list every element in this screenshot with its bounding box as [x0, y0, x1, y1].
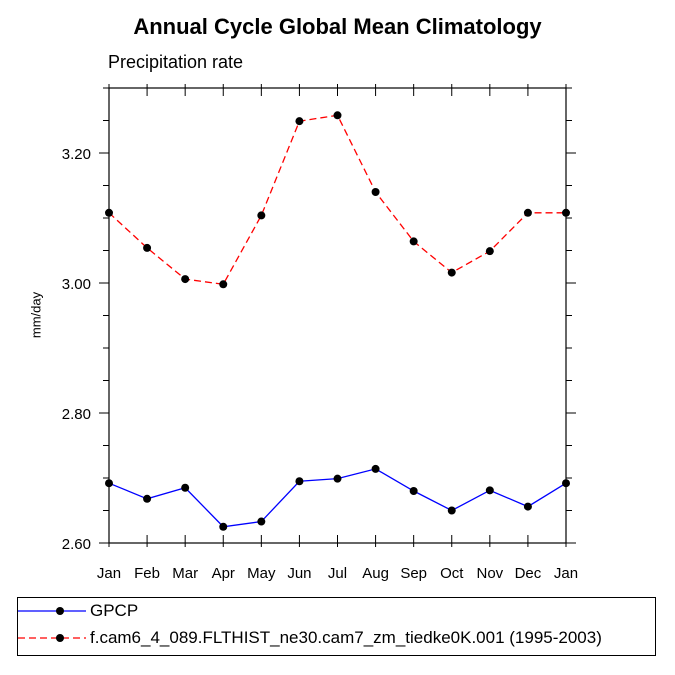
data-point-series-1	[371, 188, 380, 196]
y-tick-label: 3.20	[62, 146, 91, 163]
y-tick-label: 2.60	[62, 536, 91, 553]
legend-item-gpcp: GPCP	[18, 599, 138, 623]
x-tick-label: May	[247, 565, 276, 582]
legend-label-gpcp: GPCP	[90, 601, 139, 620]
y-tick-label: 3.00	[62, 276, 91, 293]
data-point-series-1	[181, 275, 190, 284]
legend-label-model: f.cam6_4_089.FLTHIST_ne30.cam7_zm_tiedke…	[90, 628, 602, 647]
series-line-1	[108, 114, 566, 286]
x-tick-label: Aug	[362, 565, 389, 582]
legend-swatch-model	[18, 634, 86, 642]
data-point-series-1	[295, 117, 304, 126]
data-point-series-0	[295, 477, 304, 486]
data-point-series-0	[181, 483, 190, 492]
x-tick-label: Nov	[476, 565, 503, 582]
data-point-series-0	[447, 506, 456, 515]
chart-subtitle: Precipitation rate	[108, 52, 244, 72]
data-point-series-1	[562, 208, 570, 217]
data-point-series-0	[105, 479, 113, 488]
data-point-series-1	[143, 243, 152, 252]
legend-item-model: f.cam6_4_089.FLTHIST_ne30.cam7_zm_tiedke…	[18, 626, 602, 650]
x-tick-label: Jan	[554, 565, 578, 582]
data-point-series-0	[371, 464, 380, 473]
x-tick-label: Jul	[328, 565, 347, 582]
data-point-series-1	[485, 247, 494, 256]
x-tick-label: Apr	[212, 565, 235, 582]
data-point-series-0	[562, 479, 570, 488]
y-tick-label: 2.80	[62, 406, 91, 423]
data-point-series-0	[219, 522, 228, 531]
data-point-series-0	[143, 494, 152, 503]
x-tick-label: Jan	[97, 565, 121, 582]
legend-swatch-gpcp	[18, 607, 86, 615]
legend: GPCP f.cam6_4_089.FLTHIST_ne30.cam7_zm_t…	[17, 597, 656, 656]
x-tick-label: Mar	[172, 565, 198, 582]
x-tick-label: Feb	[134, 565, 160, 582]
data-point-series-1	[257, 211, 266, 220]
data-point-series-0	[333, 474, 342, 483]
data-point-series-0	[523, 502, 532, 511]
data-point-series-1	[447, 268, 456, 277]
x-tick-label: Oct	[440, 565, 464, 582]
data-point-series-0	[409, 487, 418, 495]
data-point-series-1	[409, 237, 418, 246]
x-tick-label: Sep	[400, 565, 427, 582]
data-point-series-0	[485, 486, 494, 495]
data-point-series-1	[333, 111, 342, 120]
data-point-series-1	[105, 208, 113, 217]
line-chart: Jan Feb Mar Apr May Jun Jul Aug Sep Oct Nov Dec Jan 2…	[62, 84, 578, 582]
data-point-series-0	[257, 517, 266, 526]
chart-title: Annual Cycle Global Mean Climatology	[133, 14, 542, 39]
data-point-series-1	[219, 280, 228, 289]
data-point-series-1	[523, 208, 532, 217]
x-tick-label: Jun	[287, 565, 311, 582]
x-tick-label: Dec	[515, 565, 542, 582]
